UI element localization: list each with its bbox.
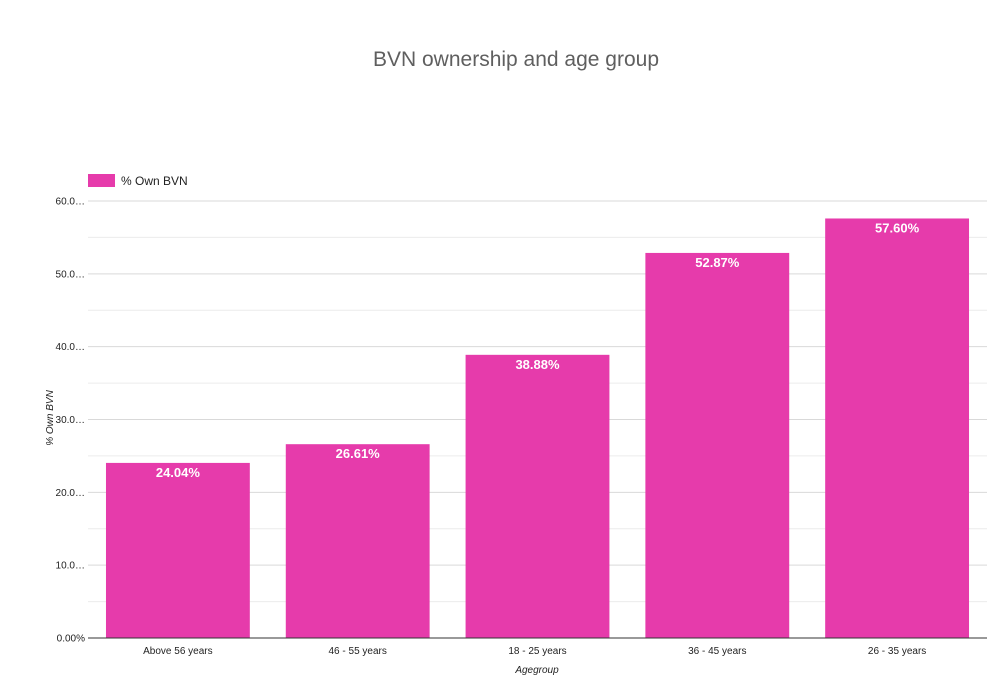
y-tick-label: 50.0… <box>56 269 85 280</box>
bar <box>465 354 610 638</box>
y-tick-label: 40.0… <box>56 342 85 353</box>
x-axis-title: Agegroup <box>514 665 559 676</box>
bar <box>645 252 790 638</box>
data-label: 38.88% <box>515 357 560 372</box>
x-tick-label: Above 56 years <box>143 646 213 657</box>
bar <box>285 444 430 638</box>
bar <box>825 218 970 639</box>
data-labels: 24.04% 26.61% 38.88% 52.87% 57.60% <box>156 220 920 479</box>
x-tick-label: 36 - 45 years <box>688 646 746 657</box>
data-label: 52.87% <box>695 255 740 270</box>
legend: % Own BVN <box>88 174 188 188</box>
data-label: 26.61% <box>336 446 381 461</box>
bars <box>105 218 970 639</box>
y-tick-label: 30.0… <box>56 415 85 426</box>
y-tick-label: 10.0… <box>56 561 85 572</box>
x-tick-label: 26 - 35 years <box>868 646 926 657</box>
y-axis-tick-labels: 0.00% 10.0… 20.0… 30.0… 40.0… 50.0… 60.0… <box>56 197 86 645</box>
data-label: 57.60% <box>875 220 920 235</box>
x-tick-label: 18 - 25 years <box>508 646 566 657</box>
y-axis-title: % Own BVN <box>45 389 56 445</box>
y-tick-label: 20.0… <box>56 488 85 499</box>
chart-title: BVN ownership and age group <box>373 48 659 71</box>
legend-label: % Own BVN <box>121 174 188 188</box>
y-tick-label: 60.0… <box>56 197 85 208</box>
data-label: 24.04% <box>156 465 201 480</box>
legend-swatch <box>88 174 115 187</box>
bar <box>105 462 250 638</box>
y-tick-label: 0.00% <box>57 634 85 645</box>
x-axis-tick-labels: Above 56 years 46 - 55 years 18 - 25 years… <box>143 646 926 657</box>
x-tick-label: 46 - 55 years <box>329 646 387 657</box>
